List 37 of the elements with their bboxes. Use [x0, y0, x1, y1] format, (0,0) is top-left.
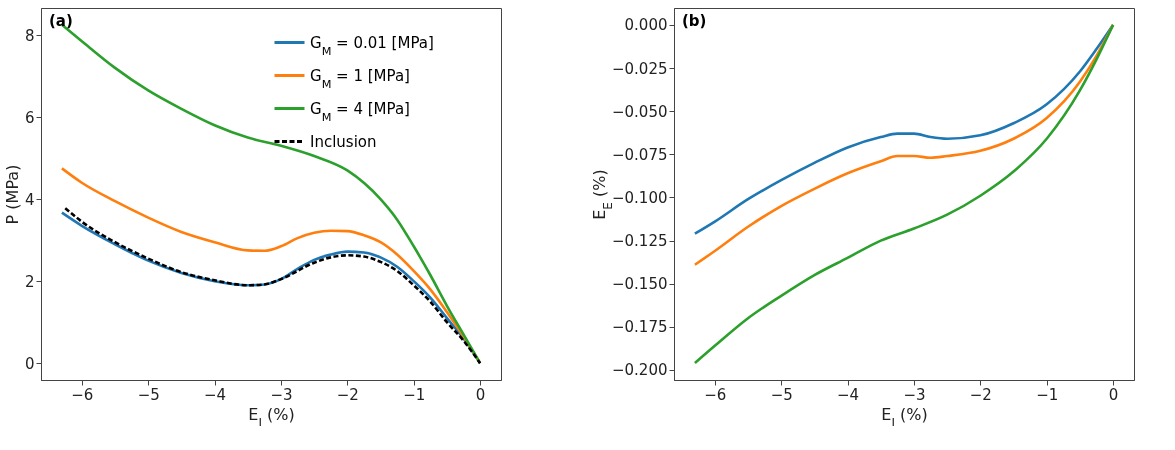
- x-tick-label: −3: [903, 385, 926, 404]
- y-tick-label: 0: [24, 354, 35, 373]
- y-tick-label: −0.025: [611, 59, 668, 78]
- x-tick-label: −5: [770, 385, 793, 404]
- x-tick-label: −3: [270, 385, 293, 404]
- legend-label: G$_{M}$ = 1 [MPa]: [310, 66, 410, 90]
- y-axis-title: P (MPa): [2, 164, 22, 225]
- y-tick-label: −0.150: [611, 275, 668, 294]
- y-tick-label: −0.075: [611, 145, 668, 164]
- x-tick-label: −6: [704, 385, 727, 404]
- x-tick-label: −2: [969, 385, 992, 404]
- y-tick-label: 2: [24, 272, 35, 291]
- legend-label: Inclusion: [310, 132, 377, 151]
- y-tick-label: −0.050: [611, 102, 668, 121]
- x-tick-label: −6: [71, 385, 94, 404]
- x-tick-label: −1: [1036, 385, 1059, 404]
- y-tick-label: −0.100: [611, 188, 668, 207]
- y-tick-label: 8: [24, 26, 35, 45]
- legend-label: G$_{M}$ = 0.01 [MPa]: [310, 33, 434, 57]
- x-tick-label: −5: [137, 385, 160, 404]
- x-tick-label: −1: [403, 385, 426, 404]
- x-axis-title: E$_{I}$ (%): [881, 404, 928, 430]
- y-tick-label: 6: [24, 108, 35, 127]
- x-tick-label: −4: [204, 385, 227, 404]
- x-tick-label: −2: [336, 385, 359, 404]
- legend-label: G$_{M}$ = 4 [MPa]: [310, 99, 410, 123]
- x-tick-label: 0: [1108, 385, 1119, 404]
- x-tick-label: −4: [837, 385, 860, 404]
- y-tick-label: −0.125: [611, 232, 668, 251]
- annotation: (a): [49, 12, 73, 30]
- annotation: (b): [682, 12, 707, 30]
- y-tick-label: 0.000: [624, 16, 668, 35]
- x-axis-title: E$_{I}$ (%): [248, 404, 295, 430]
- y-tick-label: −0.200: [611, 361, 668, 380]
- y-tick-label: −0.175: [611, 318, 668, 337]
- y-tick-label: 4: [24, 190, 35, 209]
- x-tick-label: 0: [475, 385, 486, 404]
